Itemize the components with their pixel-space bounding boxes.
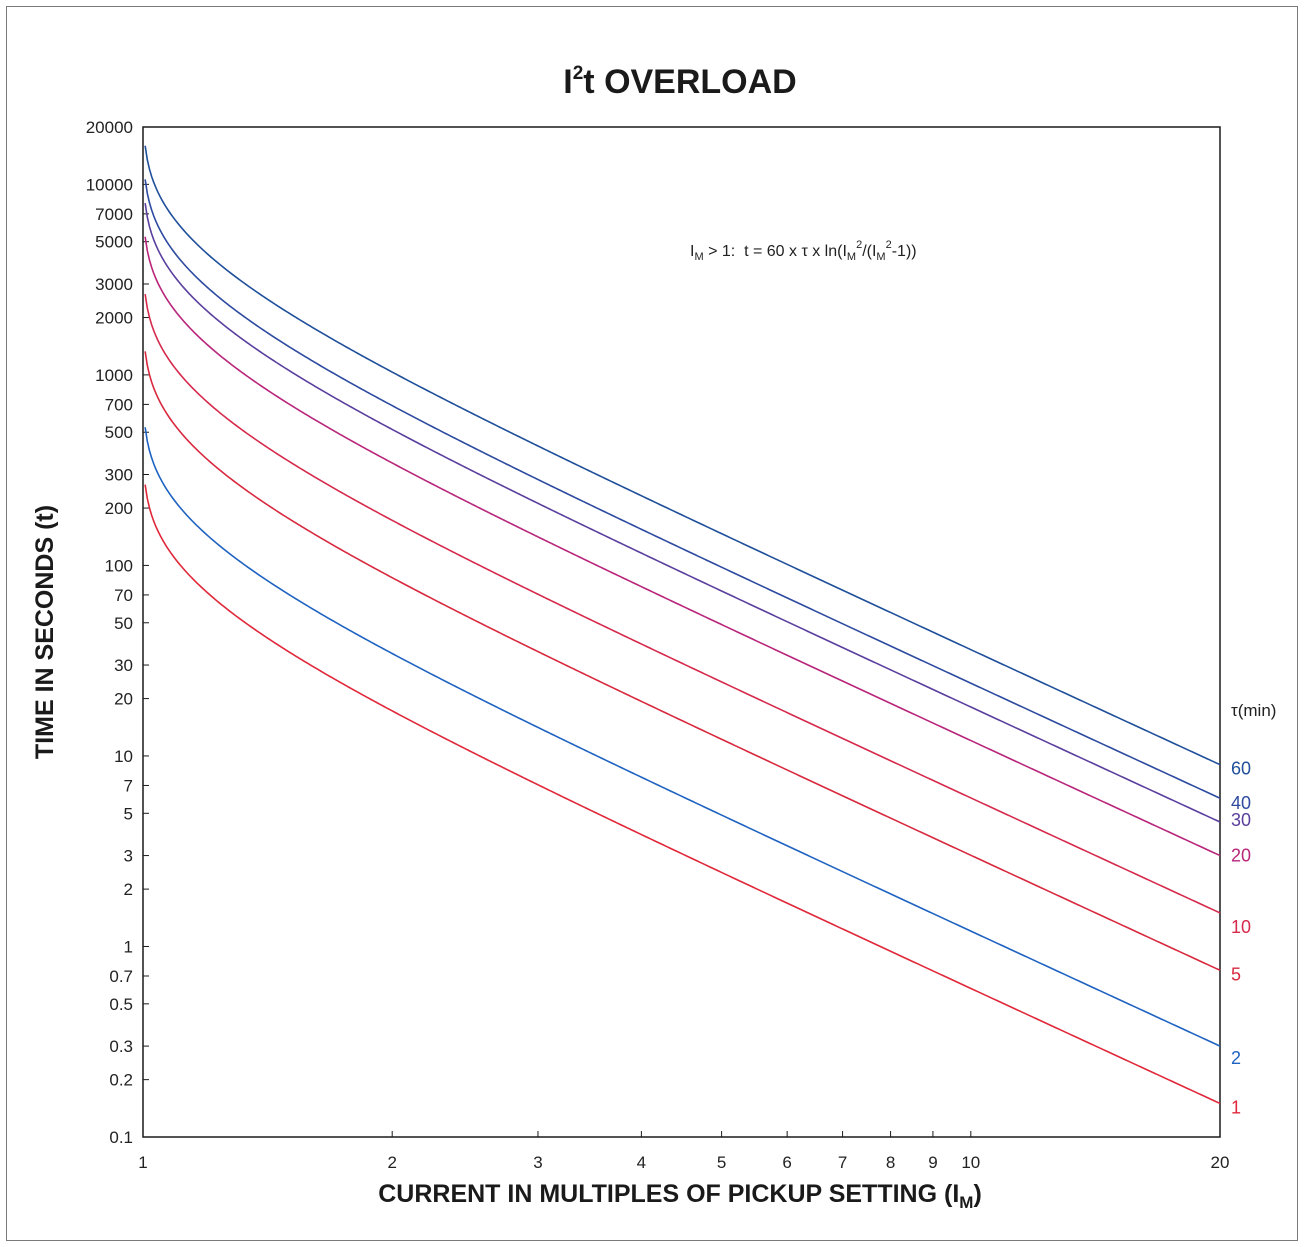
- chart-title: I2t OVERLOAD: [563, 63, 797, 101]
- series-line-tau-20: [144, 236, 1221, 857]
- x-tick-label: 8: [886, 1153, 895, 1172]
- x-tick-label: 7: [838, 1153, 847, 1172]
- x-tick-label: 4: [637, 1153, 646, 1172]
- series-lines: [144, 145, 1221, 1105]
- y-tick-label: 1000: [95, 366, 133, 385]
- series-label-tau-60: 60: [1231, 759, 1251, 779]
- x-axis-ticks: 1 2 3 4 5 6 7 8 9 10 20: [138, 1131, 1229, 1172]
- series-label-tau-30: 30: [1231, 810, 1251, 830]
- chart-frame: [6, 6, 1298, 1241]
- y-tick-label: 500: [105, 423, 133, 442]
- y-tick-label: 5: [124, 804, 133, 823]
- y-tick-label: 2000: [95, 309, 133, 328]
- x-tick-label: 2: [387, 1153, 396, 1172]
- y-tick-label: 2: [124, 880, 133, 899]
- series-label-tau-2: 2: [1231, 1048, 1241, 1068]
- y-axis-title: TIME IN SECONDS (t): [31, 505, 59, 759]
- x-tick-label: 10: [961, 1153, 980, 1172]
- y-tick-label: 50: [114, 614, 133, 633]
- y-tick-label: 300: [105, 466, 133, 485]
- y-tick-label: 3000: [95, 275, 133, 294]
- series-line-tau-10: [144, 293, 1221, 914]
- series-label-tau-20: 20: [1231, 846, 1251, 866]
- y-tick-label: 7000: [95, 205, 133, 224]
- x-tick-label: 6: [782, 1153, 791, 1172]
- y-tick-label: 7: [124, 776, 133, 795]
- series-label-tau-40: 40: [1231, 793, 1251, 813]
- series-label-tau-10: 10: [1231, 917, 1251, 937]
- series-line-tau-1: [144, 484, 1221, 1105]
- y-tick-label: 0.5: [109, 995, 133, 1014]
- y-tick-label: 10: [114, 747, 133, 766]
- x-tick-label: 9: [928, 1153, 937, 1172]
- series-line-tau-40: [144, 179, 1221, 799]
- y-tick-label: 200: [105, 499, 133, 518]
- y-tick-label: 10000: [86, 175, 133, 194]
- y-tick-label: 30: [114, 656, 133, 675]
- y-tick-label: 20: [114, 690, 133, 709]
- series-label-tau-1: 1: [1231, 1097, 1241, 1117]
- formula-annotation: IM > 1: t = 60 x τ x ln(IM2/(IM2-1)): [690, 239, 917, 263]
- x-tick-label: 20: [1211, 1153, 1230, 1172]
- y-tick-label: 100: [105, 556, 133, 575]
- series-line-tau-5: [144, 351, 1221, 972]
- y-tick-label: 0.3: [109, 1037, 133, 1056]
- x-tick-label: 5: [717, 1153, 726, 1172]
- y-tick-label: 20000: [86, 118, 133, 137]
- y-tick-label: 70: [114, 586, 133, 605]
- x-tick-label: 3: [533, 1153, 542, 1172]
- series-line-tau-60: [144, 145, 1221, 766]
- y-tick-label: 700: [105, 395, 133, 414]
- series-line-tau-2: [144, 427, 1221, 1047]
- x-tick-label: 1: [138, 1153, 147, 1172]
- y-axis-ticks: 0.1 0.2 0.3 0.5 0.7 1 2 3 5 7 10 20 30 50 70 100 200 300 5…: [86, 118, 149, 1147]
- series-line-tau-30: [144, 203, 1221, 823]
- x-axis-title: CURRENT IN MULTIPLES OF PICKUP SETTING (…: [378, 1180, 982, 1212]
- series-label-tau-5: 5: [1231, 964, 1241, 984]
- y-tick-label: 0.2: [109, 1071, 133, 1090]
- y-tick-label: 1: [124, 937, 133, 956]
- plot-area: [142, 126, 1221, 1138]
- legend-title: τ(min): [1231, 701, 1276, 720]
- y-tick-label: 0.7: [109, 967, 133, 986]
- y-tick-label: 0.1: [109, 1128, 133, 1147]
- y-tick-label: 3: [124, 847, 133, 866]
- y-tick-label: 5000: [95, 233, 133, 252]
